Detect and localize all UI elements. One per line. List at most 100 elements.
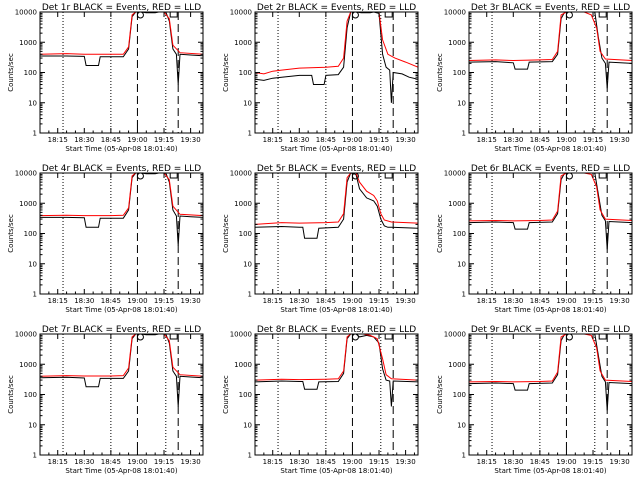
lld-series-line [255, 173, 418, 225]
x-tick-label: 18:45 [101, 458, 121, 466]
events-series-line [469, 12, 632, 89]
y-tick-label: 10 [28, 421, 37, 429]
x-tick-label: 18:30 [74, 297, 94, 305]
detector-panel-8: Det 8r BLACK = Events, RED = LLD 1 10 100 10… [222, 325, 419, 475]
y-axis-label: Counts/sec [222, 214, 230, 253]
x-tick-label: 19:30 [610, 297, 630, 305]
x-tick-label: 19:00 [127, 297, 147, 305]
x-tick-label: 19:15 [369, 136, 389, 144]
y-tick-label: 1 [33, 291, 37, 299]
x-tick-label: 18:45 [101, 136, 121, 144]
x-tick-label: 19:30 [396, 458, 416, 466]
y-tick-label: 10000 [444, 9, 466, 17]
x-tick-label: 19:15 [154, 458, 174, 466]
y-tick-label: 100 [453, 230, 466, 238]
panel-title: Det 9r BLACK = Events, RED = LLD [471, 325, 630, 335]
detector-panel-2: Det 2r BLACK = Events, RED = LLD 1 10 100 10… [222, 3, 419, 153]
x-tick-label: 18:45 [316, 458, 336, 466]
x-tick-label: 19:30 [181, 297, 201, 305]
y-tick-label: 1000 [19, 361, 37, 369]
x-tick-label: 18:30 [289, 136, 309, 144]
x-tick-label: 19:15 [583, 136, 603, 144]
y-tick-label: 100 [239, 230, 252, 238]
x-tick-label: 18:15 [263, 136, 283, 144]
x-tick-label: 19:00 [342, 297, 362, 305]
events-series-line [255, 173, 418, 239]
x-tick-label: 19:30 [396, 297, 416, 305]
y-tick-label: 100 [24, 69, 37, 77]
lld-series-line [255, 334, 418, 381]
y-tick-label: 100 [239, 69, 252, 77]
lld-series-line [40, 334, 203, 377]
y-tick-label: 10000 [230, 9, 252, 17]
y-axis-label: Counts/sec [436, 375, 444, 414]
y-tick-label: 100 [453, 391, 466, 399]
x-axis-label: Start Time (05-Apr-08 18:01:40) [280, 306, 392, 314]
x-tick-label: 19:00 [342, 136, 362, 144]
x-axis-label: Start Time (05-Apr-08 18:01:40) [494, 467, 606, 475]
y-tick-label: 10 [243, 260, 252, 268]
y-tick-label: 100 [24, 391, 37, 399]
y-tick-label: 1 [248, 291, 252, 299]
x-tick-label: 18:30 [503, 458, 523, 466]
x-tick-label: 19:15 [154, 297, 174, 305]
x-tick-label: 19:30 [181, 458, 201, 466]
x-tick-label: 18:30 [289, 297, 309, 305]
y-tick-label: 10 [457, 421, 466, 429]
detector-panel-4: Det 4r BLACK = Events, RED = LLD 1 10 100 10… [7, 164, 204, 314]
y-tick-label: 1 [462, 291, 466, 299]
detector-panel-9: Det 9r BLACK = Events, RED = LLD 1 10 100 10… [436, 325, 633, 475]
detector-panel-3: Det 3r BLACK = Events, RED = LLD 1 10 100 10… [436, 3, 633, 153]
x-tick-label: 19:00 [556, 297, 576, 305]
y-tick-label: 10000 [15, 170, 37, 178]
panel-title: Det 7r BLACK = Events, RED = LLD [42, 325, 201, 335]
x-tick-label: 19:15 [154, 136, 174, 144]
panel-title: Det 1r BLACK = Events, RED = LLD [42, 3, 201, 13]
x-tick-label: 18:45 [530, 136, 550, 144]
detector-panel-6: Det 6r BLACK = Events, RED = LLD 1 10 100 10… [436, 164, 633, 314]
x-axis-label: Start Time (05-Apr-08 18:01:40) [65, 467, 177, 475]
y-tick-label: 1000 [448, 39, 466, 47]
y-axis-label: Counts/sec [436, 53, 444, 92]
y-tick-label: 10 [28, 99, 37, 107]
x-tick-label: 19:15 [583, 297, 603, 305]
x-tick-label: 18:15 [48, 136, 68, 144]
y-axis-label: Counts/sec [7, 375, 15, 414]
x-tick-label: 19:30 [610, 136, 630, 144]
x-tick-label: 19:30 [396, 136, 416, 144]
y-tick-label: 10000 [230, 331, 252, 339]
y-axis-label: Counts/sec [436, 214, 444, 253]
y-tick-label: 10 [28, 260, 37, 268]
y-tick-label: 10 [243, 99, 252, 107]
panel-title: Det 3r BLACK = Events, RED = LLD [471, 3, 630, 13]
x-tick-label: 19:15 [369, 458, 389, 466]
x-tick-label: 18:15 [477, 458, 497, 466]
y-tick-label: 10 [243, 421, 252, 429]
x-axis-label: Start Time (05-Apr-08 18:01:40) [494, 306, 606, 314]
y-tick-label: 1000 [234, 200, 252, 208]
x-tick-label: 18:30 [74, 136, 94, 144]
y-axis-label: Counts/sec [222, 53, 230, 92]
x-tick-label: 18:30 [74, 458, 94, 466]
x-axis-label: Start Time (05-Apr-08 18:01:40) [494, 145, 606, 153]
y-tick-label: 1 [33, 452, 37, 460]
x-tick-label: 18:45 [101, 297, 121, 305]
panel-title: Det 5r BLACK = Events, RED = LLD [257, 164, 416, 174]
y-tick-label: 10 [457, 99, 466, 107]
y-axis-label: Counts/sec [7, 214, 15, 253]
x-tick-label: 18:45 [316, 297, 336, 305]
x-tick-label: 18:45 [530, 458, 550, 466]
x-tick-label: 19:00 [127, 458, 147, 466]
detector-panel-7: Det 7r BLACK = Events, RED = LLD 1 10 100 10… [7, 325, 204, 475]
y-tick-label: 10000 [15, 9, 37, 17]
y-tick-label: 1 [462, 452, 466, 460]
x-tick-label: 18:45 [530, 297, 550, 305]
events-series-line [469, 334, 632, 411]
lld-series-line [469, 173, 632, 222]
y-tick-label: 1 [33, 130, 37, 138]
x-tick-label: 18:15 [263, 297, 283, 305]
y-tick-label: 10 [457, 260, 466, 268]
lld-series-line [40, 173, 203, 217]
x-axis-label: Start Time (05-Apr-08 18:01:40) [280, 145, 392, 153]
y-tick-label: 1000 [448, 361, 466, 369]
